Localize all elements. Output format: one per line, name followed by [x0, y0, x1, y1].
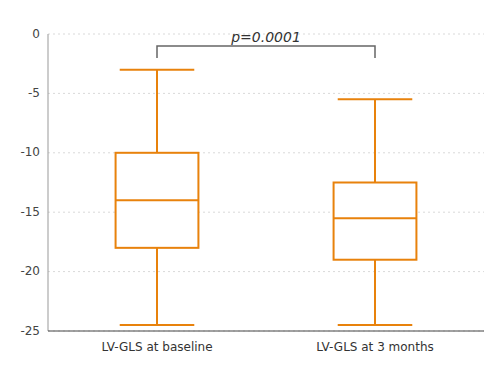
box — [334, 183, 417, 260]
y-tick-label: -25 — [20, 324, 40, 338]
median-line — [334, 217, 417, 219]
chart-svg: 0-5-10-15-20-25LV-GLS at baselineLV-GLS … — [0, 0, 500, 367]
box — [116, 153, 199, 248]
upper-whisker — [156, 70, 158, 153]
p-value-label: p=0.0001 — [230, 29, 301, 45]
lower-cap — [338, 324, 413, 326]
y-tick-label: -15 — [20, 205, 40, 219]
y-ticks: 0 -5 -10 -15 -20 -25 — [20, 27, 40, 338]
chart-container: 0-5-10-15-20-25LV-GLS at baselineLV-GLS … — [0, 0, 500, 367]
upper-whisker — [374, 99, 376, 182]
x-ticks: LV-GLS at baseline LV-GLS at 3 months — [101, 340, 433, 354]
x-tick-label: LV-GLS at 3 months — [316, 340, 434, 354]
x-tick-label: LV-GLS at baseline — [101, 340, 212, 354]
y-tick-label: -10 — [20, 145, 40, 159]
lower-whisker — [156, 248, 158, 325]
upper-cap — [338, 98, 413, 100]
grid-line — [48, 331, 484, 332]
grid-line — [48, 93, 484, 94]
grid — [48, 34, 484, 331]
box-group — [116, 70, 199, 325]
lower-cap — [120, 324, 195, 326]
median-line — [116, 199, 199, 201]
x-axis-line — [48, 331, 484, 332]
upper-cap — [120, 69, 195, 71]
grid-line — [48, 271, 484, 272]
lower-whisker — [374, 260, 376, 325]
grid-line — [48, 152, 484, 153]
y-tick-label: 0 — [32, 27, 40, 41]
box-group — [334, 99, 417, 325]
y-axis-line — [48, 34, 49, 331]
y-tick-label: -20 — [20, 264, 40, 278]
p-value-bracket: p=0.0001 — [157, 29, 375, 58]
grid-line — [48, 212, 484, 213]
boxes — [116, 70, 417, 325]
y-tick-label: -5 — [28, 86, 40, 100]
bracket-line — [157, 46, 375, 58]
